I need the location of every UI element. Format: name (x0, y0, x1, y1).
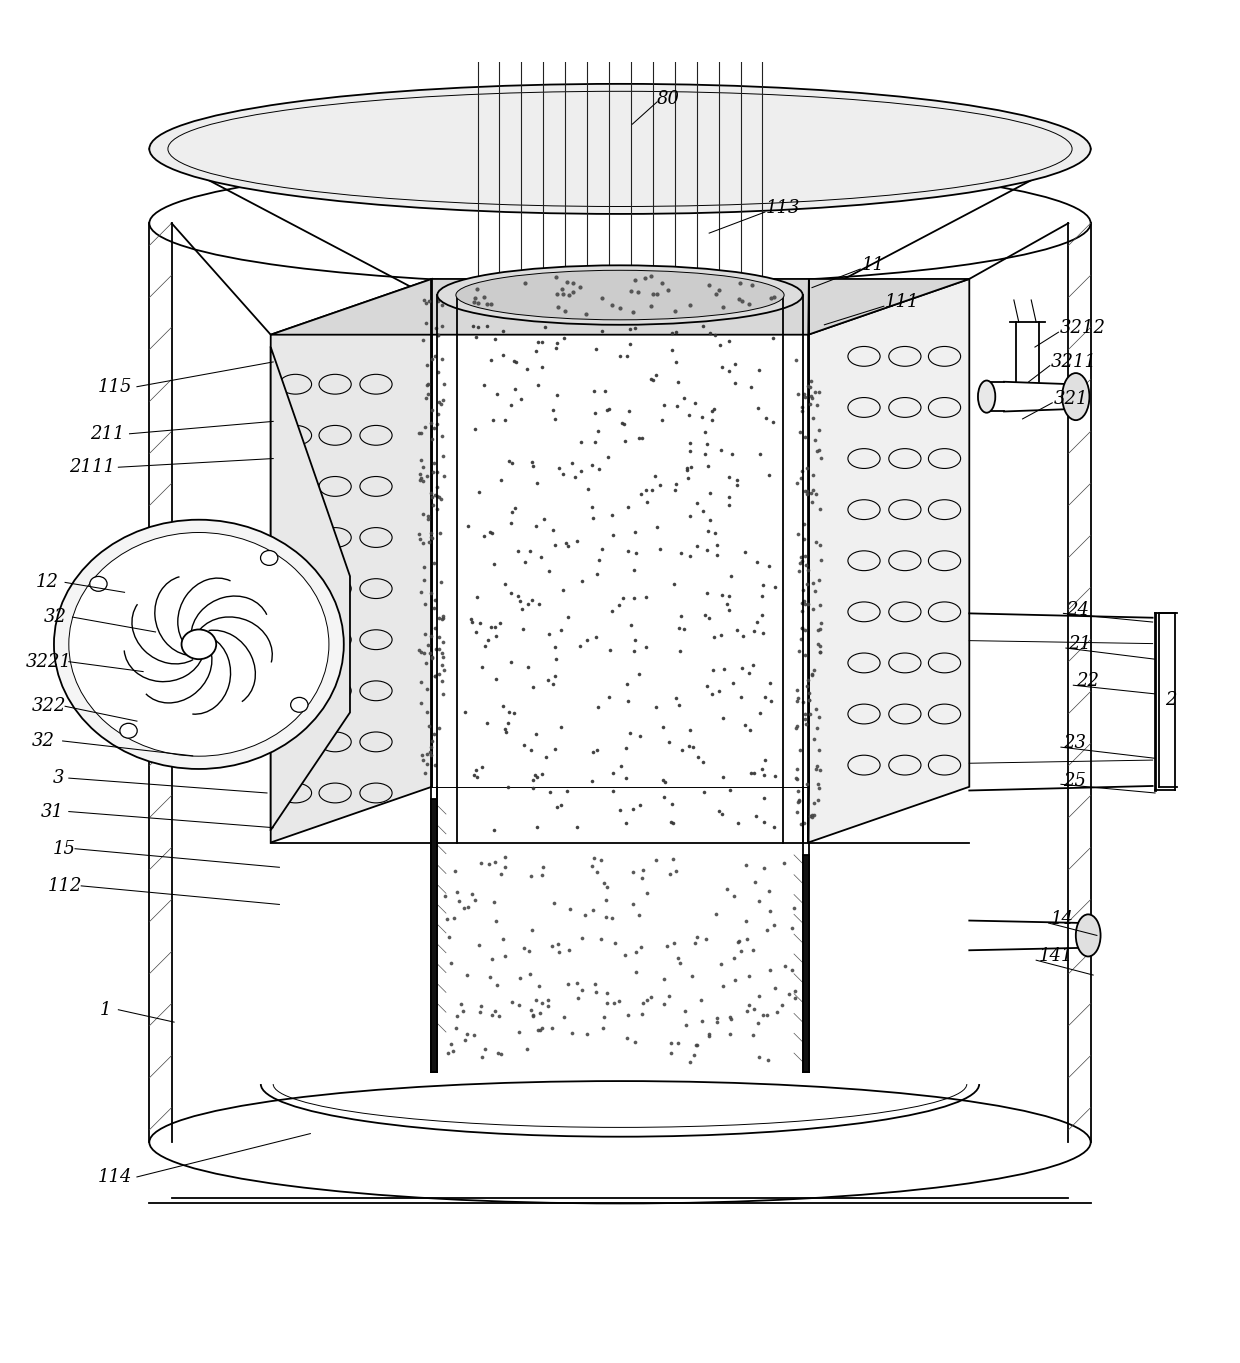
Ellipse shape (260, 551, 278, 566)
Polygon shape (432, 799, 438, 1071)
Ellipse shape (149, 162, 1091, 285)
Polygon shape (270, 348, 350, 830)
Text: 23: 23 (1064, 735, 1086, 752)
Ellipse shape (181, 630, 216, 660)
Ellipse shape (456, 270, 784, 320)
Text: 11: 11 (862, 256, 884, 274)
Ellipse shape (89, 577, 107, 592)
Polygon shape (808, 279, 970, 842)
Text: 114: 114 (97, 1168, 131, 1186)
Text: 80: 80 (657, 90, 681, 108)
Text: 32: 32 (32, 732, 55, 750)
Text: 22: 22 (1076, 672, 1099, 691)
Text: 3: 3 (53, 769, 64, 786)
Text: 3211: 3211 (1052, 353, 1097, 371)
Text: 31: 31 (41, 803, 63, 821)
Text: 321: 321 (1054, 390, 1087, 408)
Text: 141: 141 (1039, 947, 1073, 965)
Ellipse shape (290, 698, 308, 713)
Text: 322: 322 (32, 698, 66, 716)
Text: 25: 25 (1064, 771, 1086, 789)
Text: 12: 12 (36, 574, 58, 592)
Text: 3212: 3212 (1060, 319, 1106, 338)
Text: 115: 115 (97, 378, 131, 395)
Ellipse shape (1063, 373, 1090, 420)
Ellipse shape (978, 380, 996, 413)
Text: 15: 15 (53, 840, 76, 857)
Text: 21: 21 (1069, 635, 1091, 653)
Ellipse shape (120, 724, 138, 739)
Ellipse shape (1076, 915, 1101, 957)
Text: 24: 24 (1066, 601, 1089, 619)
Ellipse shape (149, 85, 1091, 214)
Text: 2111: 2111 (68, 458, 115, 476)
Polygon shape (802, 855, 808, 1071)
Text: 3221: 3221 (26, 653, 72, 671)
Ellipse shape (68, 533, 329, 756)
Polygon shape (270, 279, 432, 842)
Text: 211: 211 (89, 425, 124, 443)
Polygon shape (270, 279, 970, 335)
Text: 1: 1 (99, 1000, 112, 1018)
Ellipse shape (438, 266, 802, 324)
Ellipse shape (55, 519, 343, 769)
Text: 113: 113 (766, 199, 801, 217)
Text: 2: 2 (1166, 691, 1177, 709)
Ellipse shape (149, 1081, 1091, 1204)
Text: 32: 32 (45, 608, 67, 626)
Text: 111: 111 (885, 293, 920, 312)
Text: 112: 112 (48, 876, 82, 895)
Text: 14: 14 (1052, 910, 1074, 928)
